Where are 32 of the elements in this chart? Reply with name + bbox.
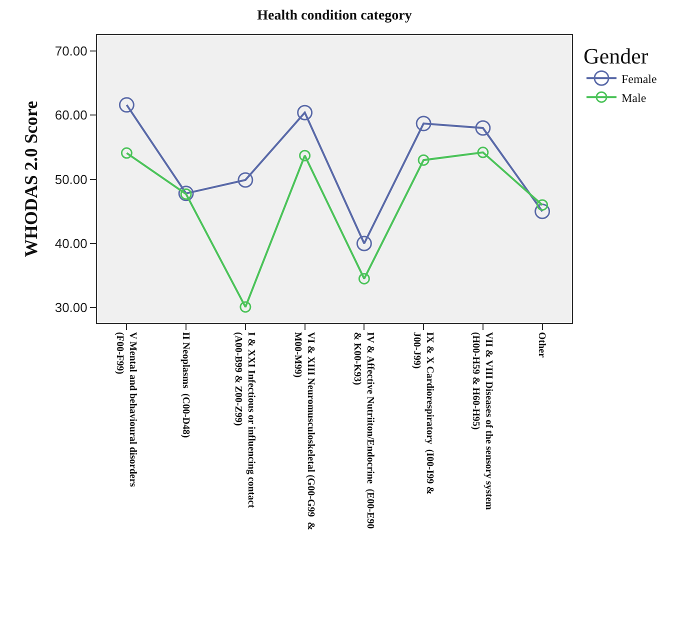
y-tick-label: 70.00 <box>54 44 88 59</box>
x-tick-label: VII & VIII Diseases of the sensory system (H00-H59 & H60-H95) <box>470 332 494 511</box>
point <box>299 150 311 162</box>
legend-title: Gender <box>584 44 649 69</box>
legend-label: Male <box>622 90 646 105</box>
point <box>240 301 252 313</box>
point <box>536 199 548 211</box>
y-tick-label: 50.00 <box>54 172 88 187</box>
x-tick-label: II Neoplasms (C00-D48) <box>180 332 191 438</box>
point <box>475 120 491 136</box>
x-tick-label: V Mental and behavioural disorders (F00-F99) <box>114 332 138 490</box>
y-tick-label: 30.00 <box>54 300 88 316</box>
legend-label: Female <box>622 72 657 86</box>
point <box>358 272 370 284</box>
point <box>120 147 132 159</box>
chart-title: Health condition category <box>257 8 412 24</box>
x-tick-label: IX & X Cardiorespiratory (I00-I99 & J00-J99) <box>410 332 435 495</box>
y-tick-label: 40.00 <box>54 236 88 252</box>
point <box>238 172 254 188</box>
x-tick-label: VI & XIII Neuromusculoskeletal (G00-G99 & M00-M99) <box>292 332 316 530</box>
y-tick-label: 60.00 <box>54 108 88 123</box>
y-axis-title: WHODAS 2.0 Score <box>21 100 42 258</box>
point <box>534 204 550 220</box>
point <box>416 116 432 132</box>
x-tick-label: Other <box>536 332 548 358</box>
point <box>418 154 430 166</box>
point <box>118 97 134 113</box>
x-tick-label: I & XXI Infectious or influencing contact (A00-B99 & Z00-Z99) <box>232 332 257 510</box>
point <box>356 236 372 252</box>
point <box>297 104 313 120</box>
x-tick-label: IV & Affective Nutriiton/Endocrine (E00-E90 & K00-K93) <box>351 332 376 529</box>
point <box>477 146 489 158</box>
